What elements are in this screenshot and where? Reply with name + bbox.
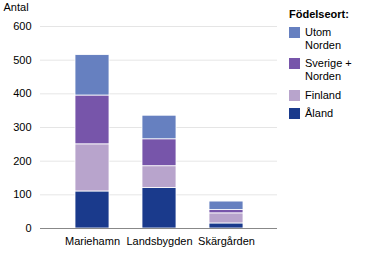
svg-text:Landsbygden: Landsbygden (126, 235, 192, 247)
html-text:Födelseort:: Födelseort: (289, 8, 349, 20)
svg-text:500: 500 (13, 54, 31, 66)
html-text:Sverige + Norden: Sverige + Norden (305, 57, 352, 82)
html-text:Finland: Finland (305, 88, 342, 101)
svg-text:600: 600 (13, 20, 31, 32)
html-text:Utom Norden: Utom Norden (305, 26, 342, 51)
svg-text:400: 400 (13, 87, 31, 99)
svg-text:Mariehamn: Mariehamn (65, 235, 120, 247)
svg-text:300: 300 (13, 121, 31, 133)
svg-text:Antal: Antal (4, 1, 29, 13)
svg-text:0: 0 (25, 222, 31, 234)
svg-text:100: 100 (13, 188, 31, 200)
svg-text:200: 200 (13, 155, 31, 167)
html-text:Åland: Åland (305, 107, 334, 120)
svg-text:Skärgården: Skärgården (198, 235, 255, 247)
